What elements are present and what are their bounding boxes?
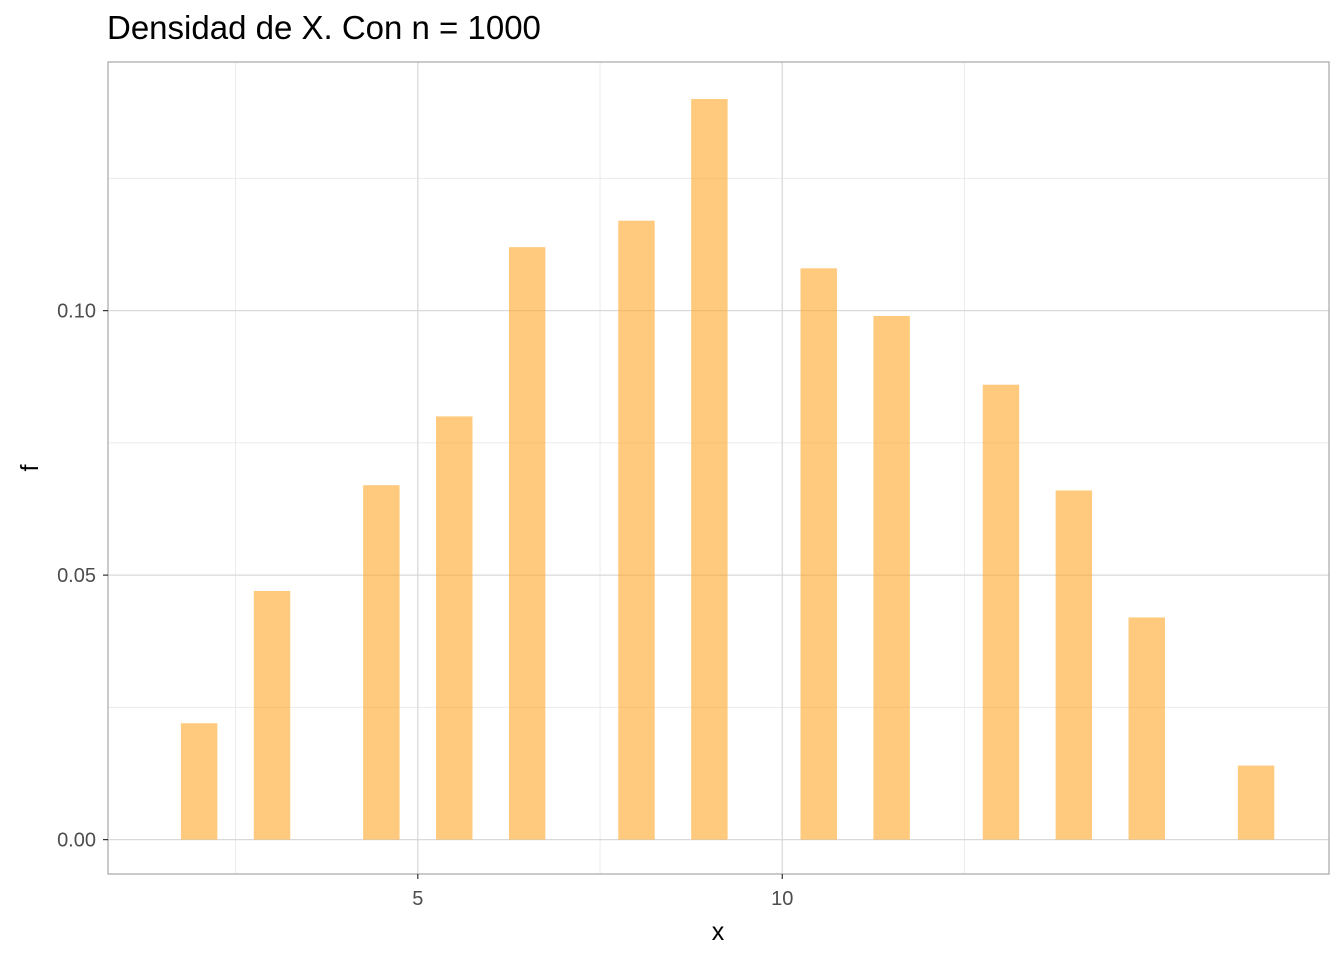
bar (618, 220, 655, 840)
bar (363, 485, 400, 840)
x-axis-ticks: 5 10 (412, 874, 793, 910)
bar-series (180, 99, 1275, 840)
plot-panel-border (107, 61, 1330, 875)
y-axis-ticks: 0.00 0.05 0.10 (57, 301, 108, 852)
bar (873, 315, 910, 840)
y-tick-label: 0.00 (57, 830, 96, 852)
x-tick-label: 10 (771, 888, 793, 910)
bar (1055, 490, 1093, 840)
bar (180, 723, 218, 840)
bar (1237, 765, 1275, 840)
bar (1128, 617, 1165, 840)
y-tick-label: 0.10 (57, 301, 96, 323)
y-axis-title: f (16, 464, 44, 471)
x-axis-title: x (712, 918, 725, 946)
x-tick-label: 5 (412, 888, 423, 910)
y-tick-label: 0.05 (57, 565, 96, 587)
bar (982, 384, 1020, 840)
bar (436, 416, 473, 840)
bar (253, 590, 291, 840)
bar (800, 268, 837, 840)
chart-title: Densidad de X. Con n = 1000 (107, 9, 541, 46)
bar (691, 99, 728, 840)
bar (508, 247, 546, 840)
